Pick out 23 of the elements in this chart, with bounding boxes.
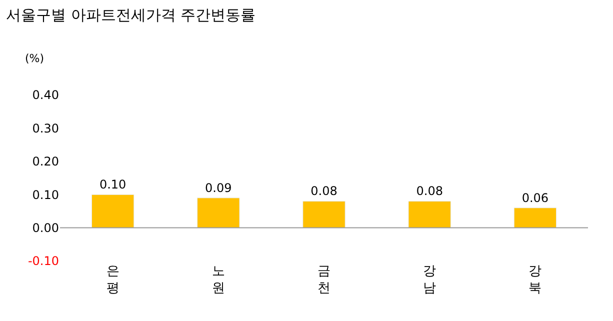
y-axis-title: (%) [25,52,44,65]
y-tick-label: -0.10 [28,254,59,268]
x-tick-label: 금천 [318,264,330,296]
x-tick-label: 노원 [212,264,225,296]
y-tick-label: 0.10 [32,188,59,202]
bar [514,208,557,228]
data-label: 0.10 [99,178,126,192]
data-label: 0.06 [522,190,549,205]
y-tick-label: 0.30 [32,121,59,136]
bar [408,200,451,228]
y-tick-label: 0.00 [32,221,59,235]
bar [302,200,346,228]
bar [91,194,134,228]
y-tick-label: 0.40 [32,88,59,102]
x-tick-label: 강북 [528,264,542,296]
data-label: 0.08 [310,184,338,198]
x-tick-label: 은평 [106,264,120,296]
data-label: 0.08 [416,184,443,198]
x-tick-label: 강남 [423,264,436,296]
bar [197,198,240,228]
chart-title: 서울구별 아파트전세가격 주간변동률 [6,6,256,24]
data-label: 0.09 [205,180,232,195]
y-tick-label: 0.20 [32,154,59,169]
